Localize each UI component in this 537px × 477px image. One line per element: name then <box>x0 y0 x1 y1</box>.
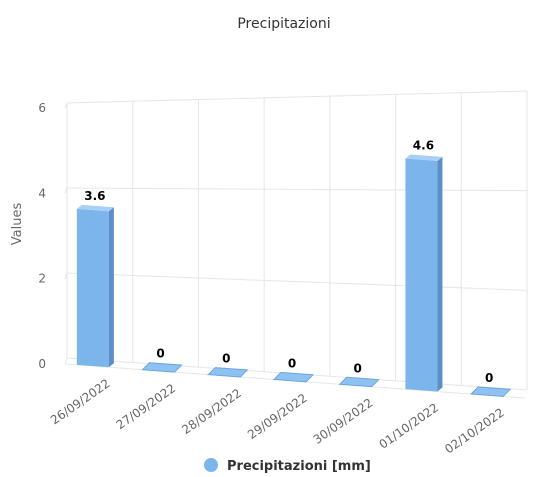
data-label: 4.6 <box>413 139 434 153</box>
data-label: 3.6 <box>84 189 105 203</box>
bar-side[interactable] <box>108 207 114 368</box>
bar-zero-tile[interactable] <box>470 386 512 397</box>
x-tick-label: 27/09/2022 <box>114 381 179 432</box>
x-tick-label: 30/09/2022 <box>311 396 376 447</box>
chart-title: Precipitazioni <box>237 16 330 32</box>
bar-front[interactable] <box>405 158 438 392</box>
y-axis-ticks: 0 2 4 6 <box>38 101 46 371</box>
legend-label[interactable]: Precipitazioni [mm] <box>227 459 371 474</box>
data-label: 0 <box>354 361 362 375</box>
x-tick-label: 28/09/2022 <box>179 386 244 437</box>
data-label: 0 <box>222 352 230 366</box>
x-tick-label: 26/09/2022 <box>48 376 113 427</box>
bar[interactable] <box>207 367 249 378</box>
bar-zero-tile[interactable] <box>207 367 249 378</box>
y-tick-label: 0 <box>38 357 46 371</box>
grid-line-horizontal <box>66 90 528 104</box>
bar-top[interactable] <box>76 204 114 212</box>
x-tick-label: 02/10/2022 <box>442 405 507 456</box>
data-label: 0 <box>156 347 164 361</box>
legend-marker[interactable] <box>204 458 218 472</box>
grid-line-side <box>64 357 68 365</box>
data-label: 0 <box>288 356 296 370</box>
bar[interactable] <box>338 376 380 388</box>
data-labels: 3.6 0 0 0 0 4.6 0 <box>83 137 495 386</box>
bar[interactable] <box>405 154 443 392</box>
y-axis-title: Values <box>10 203 25 246</box>
bar-front[interactable] <box>76 208 109 368</box>
bar-zero-tile[interactable] <box>141 362 183 373</box>
grid-line-horizontal <box>66 187 528 192</box>
bar-top[interactable] <box>405 154 443 161</box>
y-tick-label: 6 <box>38 101 46 115</box>
data-label: 0 <box>485 371 493 385</box>
bar[interactable] <box>272 371 315 383</box>
y-tick-label: 4 <box>38 186 46 200</box>
legend[interactable]: Precipitazioni [mm] <box>204 458 371 474</box>
y-tick-label: 2 <box>38 272 46 286</box>
bars <box>76 154 512 397</box>
bar[interactable] <box>141 362 183 373</box>
bar-side[interactable] <box>437 156 443 392</box>
bar-zero-tile[interactable] <box>272 371 315 383</box>
grid <box>64 90 528 399</box>
x-tick-label: 29/09/2022 <box>245 391 310 442</box>
x-tick-label: 01/10/2022 <box>376 401 441 452</box>
grid-line-horizontal <box>66 272 528 291</box>
bar[interactable] <box>470 386 512 397</box>
bar-zero-tile[interactable] <box>338 376 380 388</box>
bar[interactable] <box>76 204 114 368</box>
